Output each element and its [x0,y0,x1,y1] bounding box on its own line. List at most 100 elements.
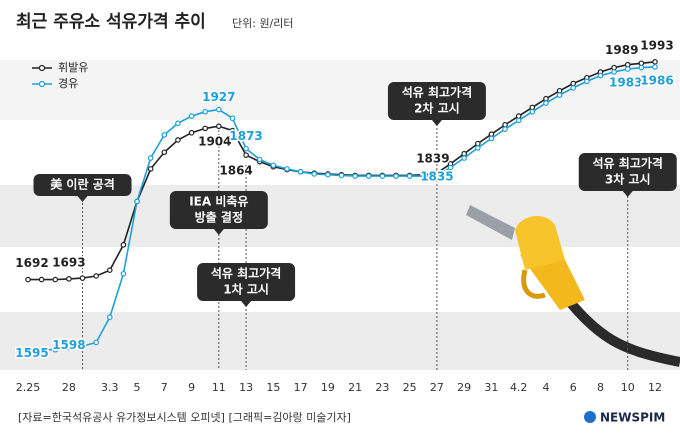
point [79,275,86,281]
point [229,127,236,134]
data-label: 1927 [202,90,235,104]
x-tick-label: 3.3 [101,381,119,394]
point [256,156,263,163]
point [611,64,617,71]
point [38,346,45,353]
legend-marker [38,80,46,88]
point [243,152,249,158]
point [202,125,208,132]
x-tick-label: 10 [621,381,635,394]
point [365,173,372,179]
point [434,173,440,179]
legend-label: 휘발유 [58,61,88,74]
annotation-box [197,263,296,301]
x-tick-label: 4 [542,381,549,394]
x-tick-label: 17 [294,381,308,394]
point [475,145,481,151]
point [202,108,208,115]
data-label: 1839 [416,152,449,166]
point [475,140,481,147]
point [134,198,140,205]
annotation-text: 1차 고시 [223,282,269,297]
point [584,78,590,85]
annotation-text: 석유 최고가격 [593,156,663,171]
x-tick-label: 13 [239,381,253,394]
point [611,69,617,75]
annotation-text: 석유 최고가격 [211,266,281,281]
chart-subtitle: 단위: 원/리터 [232,17,294,30]
x-tick-label: 12 [648,381,662,394]
point [120,242,127,248]
point [93,339,99,346]
annotation-pointer [213,229,224,235]
point [393,173,399,179]
x-tick-label: 31 [484,381,498,394]
point [447,164,454,171]
point [502,126,508,132]
x-tick-label: 9 [188,381,195,394]
point [229,115,236,122]
point [529,104,536,111]
data-label: 1692 [15,256,48,270]
annotation-box [169,191,268,229]
x-tick-label: 6 [570,381,577,394]
point [120,270,127,277]
point [325,171,331,178]
point [529,108,536,115]
point [488,135,495,142]
point [652,59,658,65]
chart-title: 최근 주유소 석유가격 추이 [16,12,206,32]
x-tick-label: 11 [212,381,226,394]
point [161,132,168,138]
point [66,276,72,282]
band [0,60,680,120]
point [188,129,195,136]
point [147,155,154,161]
annotation-text: IEA 비축유 [189,194,248,209]
point [52,346,59,353]
point [420,173,427,179]
point [638,64,645,71]
x-tick-label: 2.25 [16,381,41,394]
point [175,120,181,127]
point [543,100,549,106]
annotation-pointer [431,120,442,126]
point [652,64,658,70]
point [175,137,181,143]
annotation-pointer [77,196,88,202]
point [597,72,604,79]
point [147,166,154,172]
point [379,173,386,179]
logo-mark [584,411,596,423]
annotation-box [33,174,132,196]
annotation-text: 2차 고시 [414,101,460,116]
point [79,343,86,349]
data-label: 1989 [605,43,638,57]
point [25,276,31,283]
data-label: 1598 [52,338,85,352]
annotation-text: 석유 최고가격 [402,85,472,100]
x-tick-label: 23 [375,381,389,394]
point [188,113,195,119]
x-tick-label: 8 [597,381,604,394]
point [515,113,522,119]
nozzle [466,205,680,367]
point [638,60,645,67]
annotation-text: 방출 결정 [195,210,243,225]
data-label: 1993 [640,38,673,52]
brand: NEWSPIM [600,411,665,425]
annotation-box [387,82,486,120]
data-label: 1873 [229,129,262,143]
annotation-text: 3차 고시 [605,172,651,187]
data-label: 1983 [609,76,642,90]
point [284,166,290,172]
point [216,123,222,130]
data-label: 1595 [15,346,48,360]
point [161,149,168,156]
point [556,92,563,98]
annotation-text: 美 이란 공격 [50,177,115,192]
point [270,162,277,169]
point [556,87,563,94]
point [624,61,631,68]
